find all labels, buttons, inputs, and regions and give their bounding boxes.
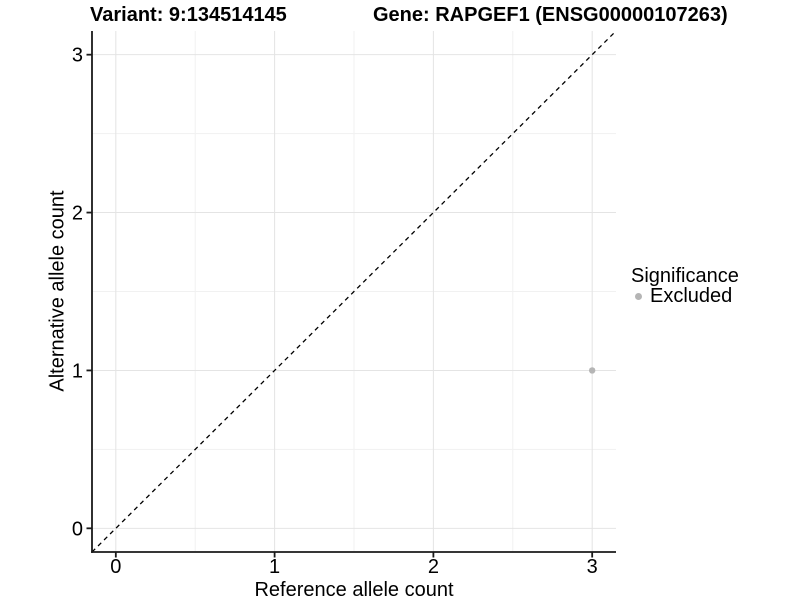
legend-item-label: Excluded (650, 285, 733, 307)
x-tick-label: 1 (269, 556, 280, 578)
legend-key (631, 286, 645, 306)
legend-item-excluded: Excluded (631, 286, 739, 306)
identity-dashed-line (91, 30, 617, 553)
legend: Significance Excluded (631, 266, 739, 306)
y-tick-label: 1 (72, 360, 83, 382)
plot-title-variant: Variant: 9:134514145 (90, 4, 287, 26)
x-tick-label: 2 (428, 556, 439, 578)
plot-title-gene: Gene: RAPGEF1 (ENSG00000107263) (373, 4, 728, 26)
y-tick-label: 3 (72, 45, 83, 67)
y-tick-label: 2 (72, 203, 83, 225)
legend-point-icon (635, 292, 642, 300)
data-point (588, 367, 596, 374)
x-axis-title: Reference allele count (254, 579, 454, 600)
legend-title: Significance (631, 265, 739, 287)
y-tick-label: 0 (72, 518, 83, 540)
x-tick-label: 0 (110, 556, 121, 578)
x-tick-label: 3 (587, 556, 598, 578)
y-axis-title: Alternative allele count (46, 190, 69, 392)
